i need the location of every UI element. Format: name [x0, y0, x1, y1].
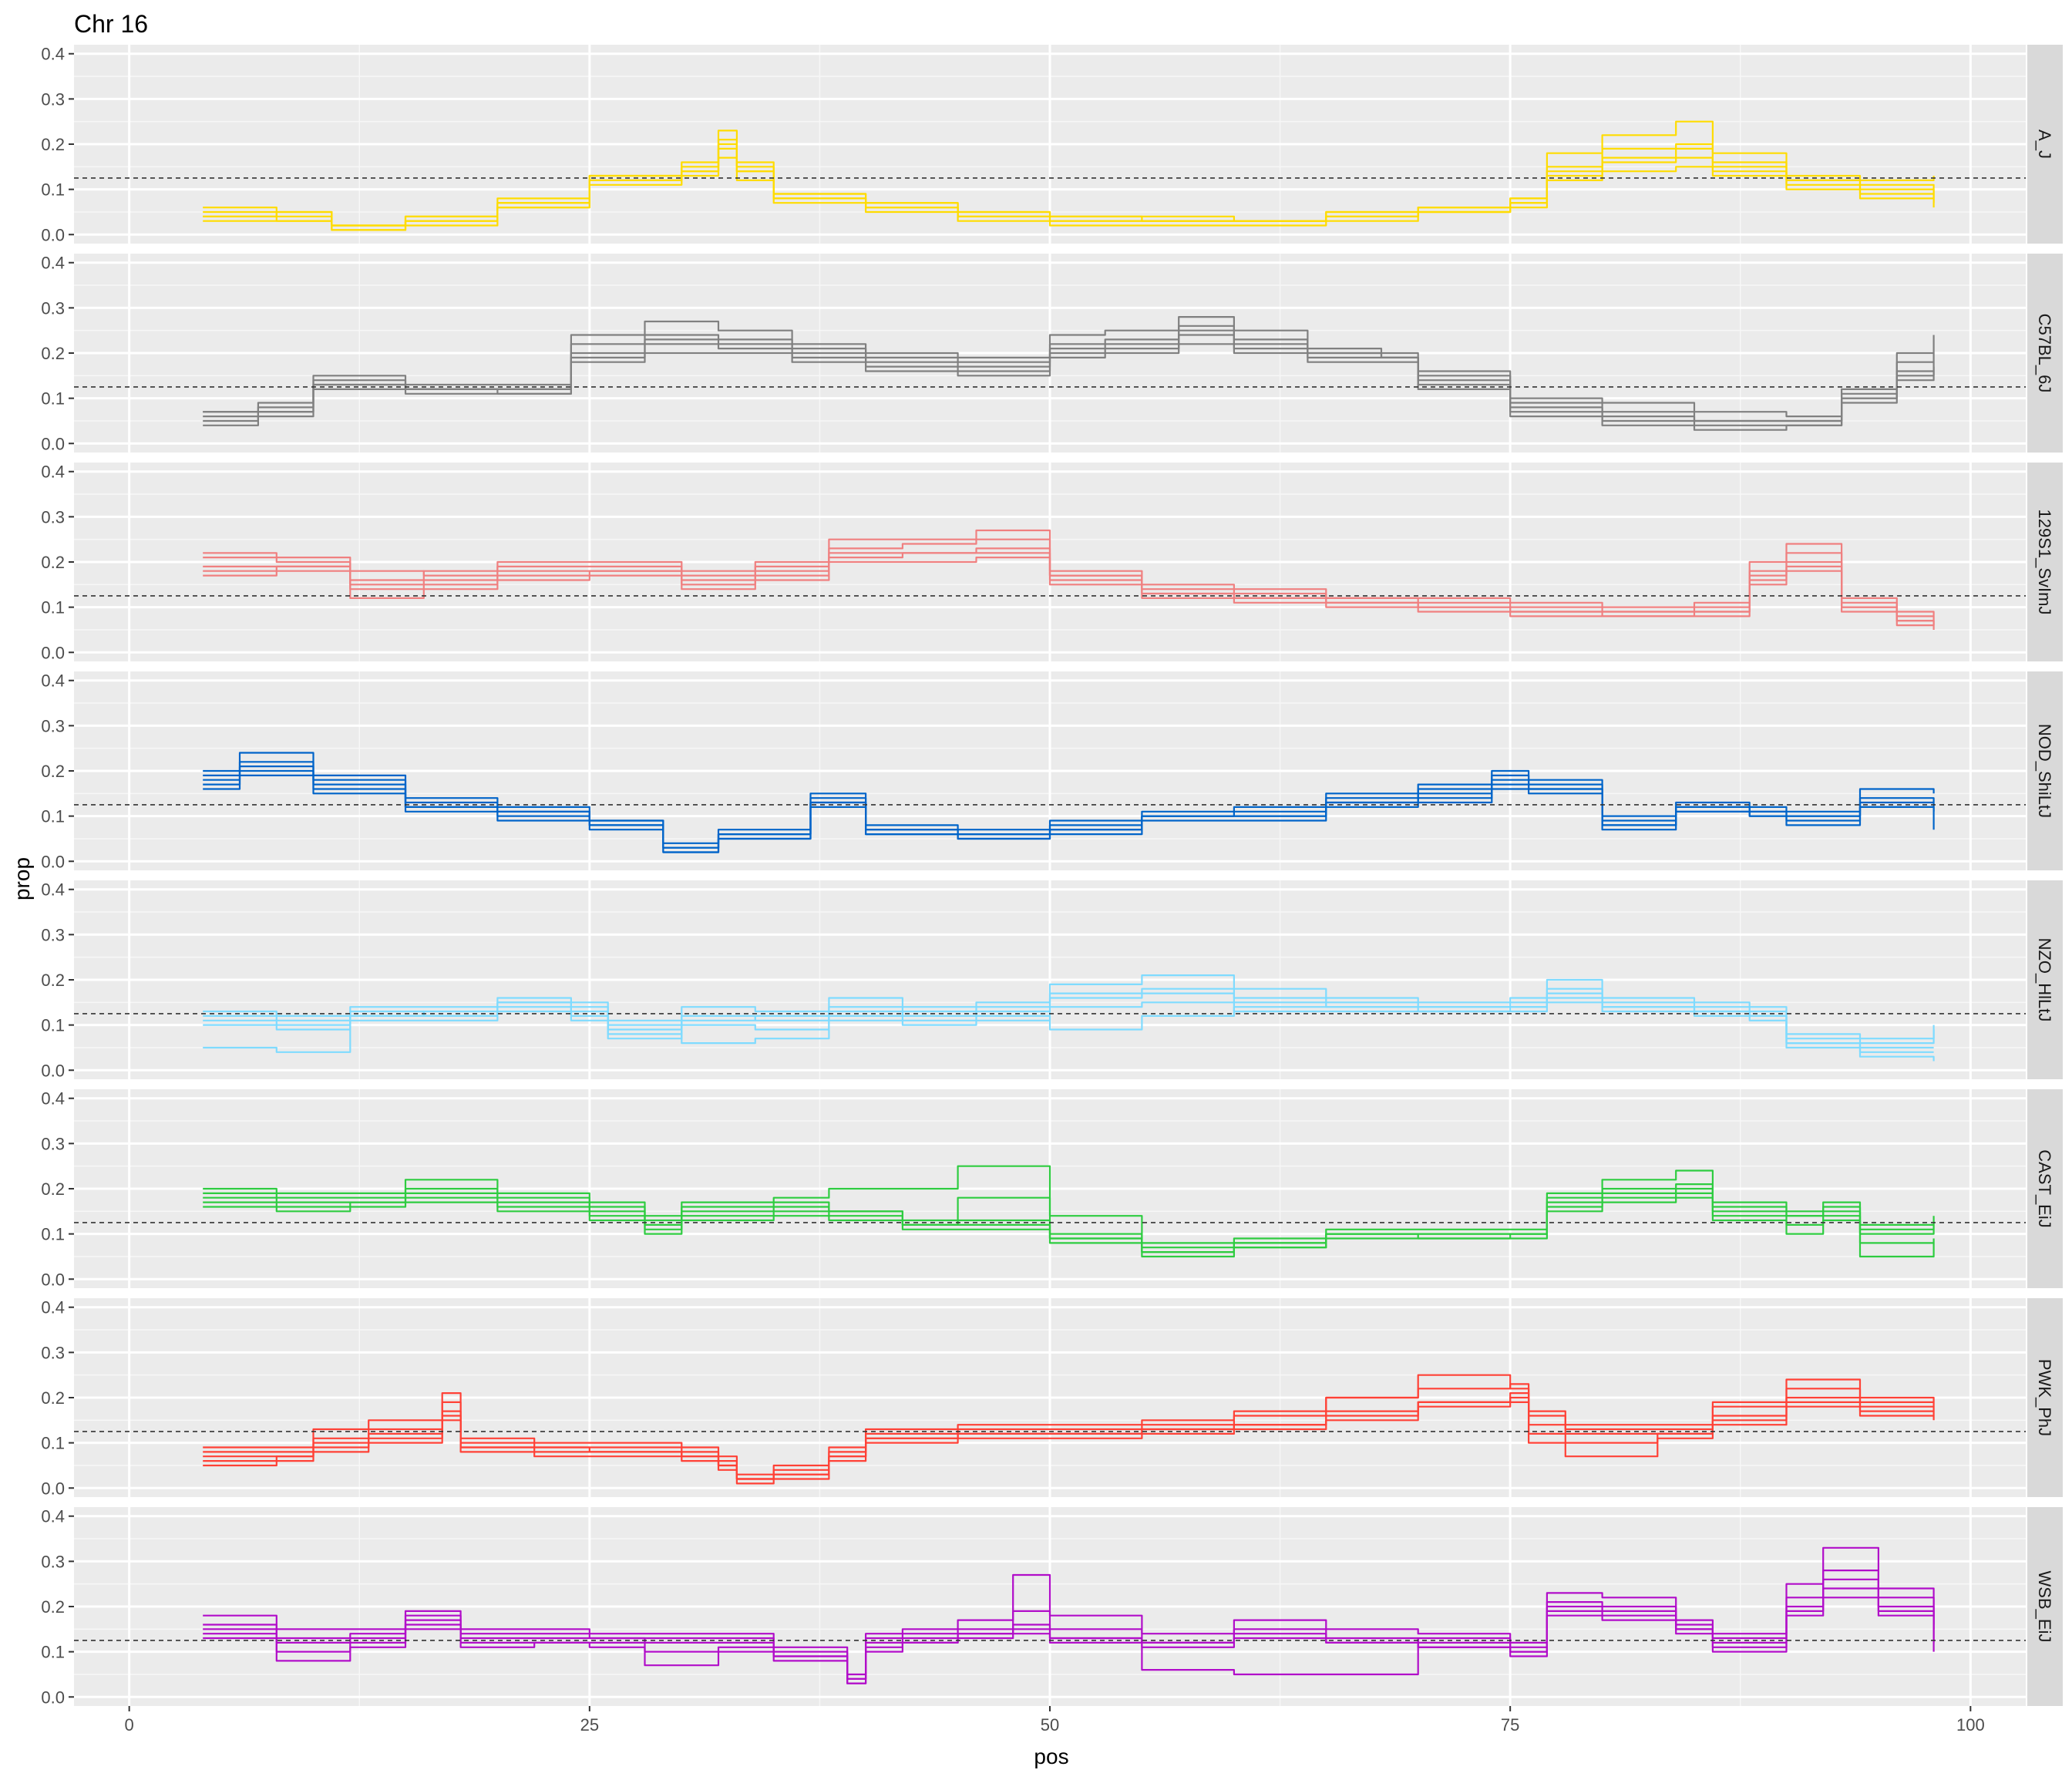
y-tick-label: 0.4	[41, 1298, 65, 1317]
series-line-5	[203, 1587, 1935, 1684]
facet-strip	[2027, 880, 2063, 1079]
facet-strip-label: CAST_EiJ	[2035, 1149, 2054, 1227]
chart-title: Chr 16	[74, 10, 148, 38]
y-tick-label: 0.2	[41, 971, 65, 990]
series-line-5	[203, 997, 1935, 1045]
panel-PWK_PhJ: 0.0 0.1 0.2 0.3 0.4 PWK_PhJ	[41, 1298, 2063, 1498]
y-tick-label: 0.4	[41, 254, 65, 273]
facet-strip	[2027, 45, 2063, 244]
facet-strip	[2027, 1507, 2063, 1706]
y-tick-label: 0.0	[41, 434, 65, 453]
y-tick-label: 0.1	[41, 1225, 65, 1244]
series-line-5	[203, 334, 1935, 431]
series-line-4	[203, 1183, 1935, 1244]
y-tick-label: 0.3	[41, 716, 65, 735]
y-tick-label: 0.1	[41, 807, 65, 826]
y-axis-label: prop	[10, 857, 34, 900]
y-tick-label: 0.0	[41, 643, 65, 662]
facet-strip	[2027, 1089, 2063, 1288]
y-tick-label: 0.0	[41, 1061, 65, 1080]
y-tick-label: 0.2	[41, 1388, 65, 1408]
y-tick-label: 0.3	[41, 507, 65, 527]
series-line-5	[203, 552, 1935, 626]
y-tick-label: 0.2	[41, 762, 65, 781]
panels-layer: 0.0 0.1 0.2 0.3 0.4 A_J 0.0 0.1 0.2 0.3 0.4 C57BL_6…	[41, 45, 2063, 1707]
facet-strip	[2027, 463, 2063, 661]
x-axis-label: pos	[1034, 1745, 1068, 1768]
panel-CAST_EiJ: 0.0 0.1 0.2 0.3 0.4 CAST_EiJ	[41, 1089, 2063, 1289]
panel-129S1_SvImJ: 0.0 0.1 0.2 0.3 0.4 129S1_SvImJ	[41, 463, 2063, 662]
series-line-5	[203, 147, 1935, 227]
series-line-3	[203, 1001, 1934, 1053]
y-tick-label: 0.1	[41, 1016, 65, 1035]
facet-strip-label: C57BL_6J	[2035, 314, 2054, 393]
panel-series-group	[203, 1546, 1935, 1684]
series-line-5	[203, 769, 1935, 853]
panel-series-group	[203, 316, 1935, 431]
y-tick-label: 0.4	[41, 45, 65, 64]
panel-WSB_EiJ: 0.0 0.1 0.2 0.3 0.4 WSB_EiJ	[41, 1507, 2063, 1707]
y-tick-label: 0.1	[41, 1434, 65, 1453]
y-tick-label: 0.3	[41, 1552, 65, 1571]
facet-strip	[2027, 1298, 2063, 1497]
y-tick-label: 0.2	[41, 344, 65, 363]
facet-strip-label: A_J	[2035, 130, 2054, 159]
y-tick-label: 0.3	[41, 925, 65, 944]
y-tick-label: 0.4	[41, 1089, 65, 1109]
panel-series-group	[203, 752, 1935, 853]
x-tick-label: 50	[1041, 1715, 1059, 1735]
panel-A_J: 0.0 0.1 0.2 0.3 0.4 A_J	[41, 45, 2063, 244]
series-line-4	[203, 325, 1935, 422]
series-line-3	[203, 1196, 1935, 1258]
y-tick-label: 0.0	[41, 1270, 65, 1289]
y-tick-label: 0.3	[41, 1343, 65, 1362]
facet-strip-label: NOD_ShiLtJ	[2035, 724, 2054, 818]
series-line-5	[203, 1396, 1935, 1480]
facet-strip	[2027, 671, 2063, 870]
series-line-5	[203, 1192, 1935, 1258]
series-line-2	[203, 974, 1935, 1040]
y-tick-label: 0.3	[41, 1134, 65, 1153]
panel-series-group	[203, 120, 1935, 231]
y-tick-label: 0.2	[41, 1179, 65, 1199]
panel-NOD_ShiLtJ: 0.0 0.1 0.2 0.3 0.4 NOD_ShiLtJ	[41, 671, 2063, 871]
y-tick-label: 0.4	[41, 1507, 65, 1526]
x-axis: 0 25 50 75 100	[125, 1706, 1985, 1735]
panel-series-group	[203, 1165, 1935, 1258]
y-tick-label: 0.4	[41, 671, 65, 691]
x-tick-label: 25	[580, 1715, 599, 1735]
facet-strip-label: 129S1_SvImJ	[2035, 510, 2054, 615]
facet-strip-label: PWK_PhJ	[2035, 1359, 2054, 1436]
y-tick-label: 0.0	[41, 1687, 65, 1707]
x-tick-label: 75	[1501, 1715, 1519, 1735]
y-tick-label: 0.4	[41, 463, 65, 482]
facet-strip-label: WSB_EiJ	[2035, 1571, 2054, 1643]
panel-series-group	[203, 529, 1935, 630]
y-tick-label: 0.3	[41, 298, 65, 318]
y-tick-label: 0.1	[41, 389, 65, 409]
y-tick-label: 0.0	[41, 1479, 65, 1498]
y-tick-label: 0.0	[41, 225, 65, 244]
y-tick-label: 0.0	[41, 852, 65, 871]
y-tick-label: 0.2	[41, 553, 65, 572]
y-tick-label: 0.1	[41, 1643, 65, 1662]
panel-C57BL_6J: 0.0 0.1 0.2 0.3 0.4 C57BL_6J	[41, 254, 2063, 453]
panel-series-group	[203, 974, 1935, 1062]
facet-strip-label: NZO_HlLtJ	[2035, 938, 2054, 1022]
x-tick-label: 0	[125, 1715, 134, 1735]
panel-NZO_HlLtJ: 0.0 0.1 0.2 0.3 0.4 NZO_HlLtJ	[41, 880, 2063, 1080]
y-tick-label: 0.2	[41, 135, 65, 154]
y-tick-label: 0.2	[41, 1597, 65, 1617]
panel-series-group	[203, 1374, 1935, 1485]
y-tick-label: 0.4	[41, 880, 65, 900]
x-tick-label: 100	[1956, 1715, 1985, 1735]
y-tick-label: 0.1	[41, 180, 65, 200]
y-tick-label: 0.3	[41, 89, 65, 109]
y-tick-label: 0.1	[41, 598, 65, 617]
facet-strip	[2027, 254, 2063, 453]
